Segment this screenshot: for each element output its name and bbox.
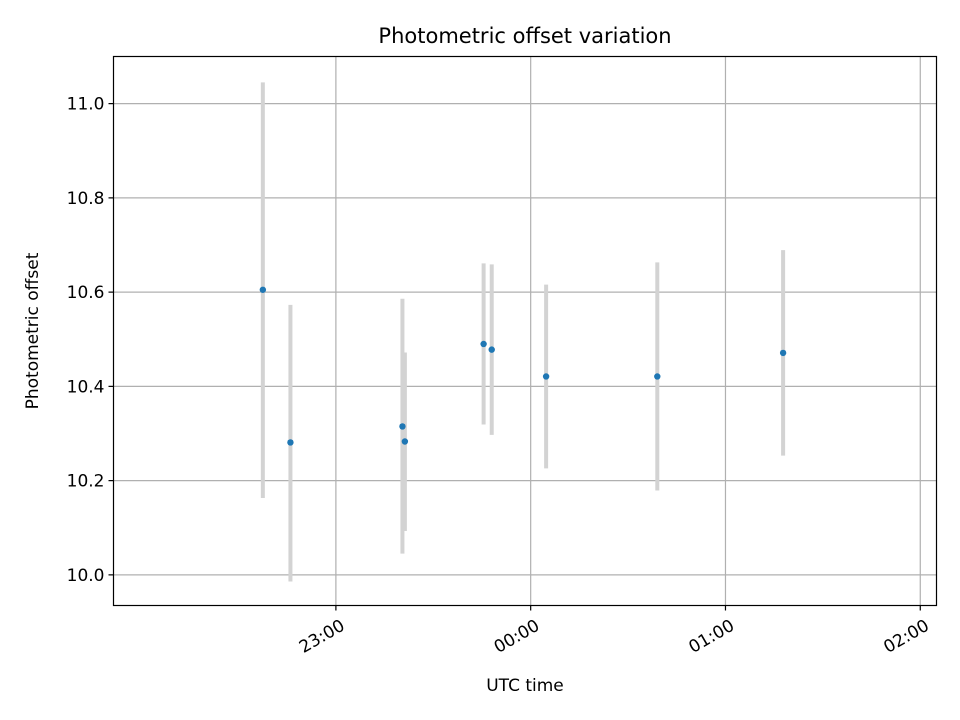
data-points bbox=[259, 286, 787, 446]
grid bbox=[113, 56, 937, 606]
plot-frame bbox=[112, 55, 938, 607]
y-tick-label: 11.0 bbox=[67, 95, 105, 115]
y-axis-label: Photometric offset bbox=[23, 252, 43, 409]
y-tick-label: 10.0 bbox=[67, 566, 105, 586]
data-point bbox=[488, 346, 495, 353]
y-axis-ticks: 10.0 10.2 10.4 10.6 10.8 11.0 bbox=[67, 95, 114, 586]
data-point bbox=[259, 286, 267, 293]
data-point bbox=[401, 438, 409, 445]
data-point bbox=[779, 349, 787, 357]
x-tick-label: 00:00 bbox=[491, 616, 543, 658]
data-point bbox=[287, 439, 294, 446]
data-point bbox=[654, 373, 661, 380]
chart-title: Photometric offset variation bbox=[378, 24, 671, 48]
error-bars bbox=[260, 82, 786, 582]
data-point bbox=[542, 373, 550, 380]
data-point bbox=[480, 340, 487, 348]
data-point bbox=[399, 423, 406, 430]
x-tick-label: 23:00 bbox=[296, 616, 348, 658]
x-axis-label: UTC time bbox=[486, 676, 564, 696]
y-tick-label: 10.8 bbox=[67, 189, 105, 209]
x-tick-label: 01:00 bbox=[686, 616, 738, 658]
x-tick-label: 02:00 bbox=[880, 616, 932, 658]
y-tick-label: 10.2 bbox=[67, 472, 105, 492]
y-tick-label: 10.4 bbox=[67, 377, 105, 397]
y-tick-label: 10.6 bbox=[67, 283, 105, 303]
